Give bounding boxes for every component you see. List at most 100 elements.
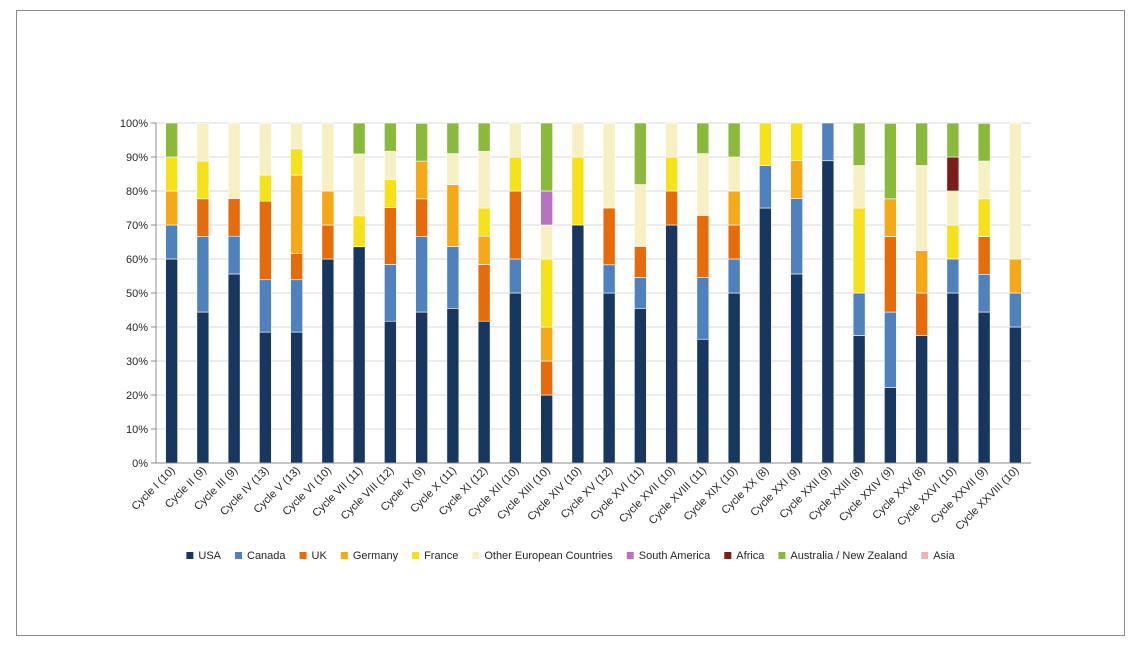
- bar-segment: [727, 258, 741, 294]
- bar-segment: [165, 224, 178, 260]
- bar-segment: [1009, 122, 1022, 260]
- bar-segment: [884, 387, 897, 464]
- bar-segment: [634, 277, 647, 309]
- legend-label: UK: [312, 550, 328, 562]
- bar-segment: [196, 160, 210, 200]
- bar-segment: [415, 311, 428, 464]
- bar-segment: [790, 198, 803, 275]
- bar-segment: [227, 122, 241, 199]
- legend-label: Australia / New Zealand: [790, 550, 907, 562]
- legend-swatch: [626, 552, 634, 559]
- bar-segment: [759, 207, 772, 464]
- bar-segment: [384, 264, 397, 322]
- chart-frame: 0% 10% 20% 30% 40% 50% 60% 70% 80% 90% 100% Cycle …: [16, 10, 1125, 636]
- bar-segment: [696, 215, 710, 278]
- legend-swatch: [235, 552, 243, 559]
- bar-segment: [165, 156, 178, 192]
- bar-segment: [1009, 292, 1022, 328]
- bar-segment: [165, 190, 178, 226]
- bar-segment: [165, 122, 178, 158]
- bar-segment: [540, 190, 553, 226]
- bar-segment: [852, 207, 866, 294]
- bar-segment: [571, 122, 585, 158]
- bar-segment: [727, 190, 741, 226]
- bar-segment: [946, 292, 960, 464]
- bar-segment: [290, 122, 303, 150]
- bar-segment: [852, 165, 866, 209]
- legend-item: Asia: [921, 550, 955, 562]
- bar-segment: [540, 258, 553, 328]
- bar-segment: [696, 153, 710, 216]
- bar-segment: [477, 264, 491, 322]
- bar-segment: [290, 174, 303, 254]
- bar-segment: [540, 360, 553, 396]
- legend-item: USA: [186, 550, 222, 562]
- legend-label: USA: [198, 550, 221, 562]
- bar-segment: [977, 311, 991, 464]
- bar-segment: [696, 122, 710, 154]
- bar-segment: [946, 156, 960, 192]
- bar-segment: [884, 311, 897, 388]
- bar-segment: [977, 123, 991, 162]
- bar-segment: [790, 122, 803, 162]
- legend-label: South America: [639, 550, 711, 562]
- bar-segment: [227, 273, 241, 464]
- y-tick-label: 10%: [126, 424, 148, 436]
- bar-segment: [977, 236, 991, 275]
- bar-segment: [790, 160, 803, 199]
- bar-segment: [1009, 258, 1022, 294]
- bars: [165, 122, 1022, 464]
- bar-segment: [540, 122, 553, 192]
- bar-segment: [290, 148, 303, 176]
- bar-segment: [540, 224, 553, 260]
- bar-segment: [602, 292, 616, 464]
- bar-segment: [477, 207, 491, 237]
- bar-segment: [634, 307, 647, 464]
- legend-item: Australia / New Zealand: [778, 550, 907, 562]
- bar-segment: [884, 198, 897, 237]
- bar-segment: [196, 123, 210, 162]
- legend-label: Other European Countries: [484, 550, 613, 562]
- bar-segment: [321, 258, 335, 464]
- bar-segment: [727, 156, 741, 192]
- bar-segment: [446, 184, 460, 247]
- bar-segment: [196, 198, 210, 237]
- legend-swatch: [472, 552, 480, 559]
- bar-segment: [352, 122, 366, 155]
- legend-swatch: [299, 552, 307, 559]
- bar-segment: [259, 279, 272, 333]
- bar-segment: [321, 122, 335, 192]
- y-tick-label: 0%: [132, 458, 148, 470]
- legend-item: Canada: [235, 550, 286, 562]
- bar-segment: [196, 236, 210, 313]
- bar-segment: [571, 156, 585, 226]
- x-axis-tick-labels: Cycle I (10)Cycle II (9)Cycle III (9)Cyc…: [129, 465, 1021, 533]
- bar-segment: [665, 156, 678, 192]
- bar-segment: [946, 224, 960, 260]
- y-tick-label: 90%: [126, 152, 148, 164]
- y-tick-label: 50%: [126, 288, 148, 300]
- bar-segment: [946, 190, 960, 226]
- bar-segment: [571, 224, 585, 464]
- legend-swatch: [340, 552, 348, 559]
- bar-segment: [446, 122, 460, 154]
- bar-segment: [384, 179, 397, 208]
- y-tick-label: 80%: [126, 186, 148, 198]
- bar-segment: [540, 394, 553, 464]
- bar-segment: [290, 279, 303, 333]
- bar-segment: [415, 123, 428, 162]
- bar-segment: [446, 246, 460, 309]
- bar-segment: [259, 331, 272, 464]
- bar-segment: [634, 184, 647, 247]
- bar-segment: [477, 122, 491, 152]
- bar-segment: [509, 292, 522, 464]
- y-tick-label: 40%: [126, 322, 148, 334]
- legend-label: Canada: [247, 550, 286, 562]
- bar-segment: [227, 235, 241, 275]
- bar-segment: [946, 258, 960, 294]
- bar-segment: [696, 277, 710, 340]
- axes: [155, 123, 1031, 464]
- legend-item: UK: [299, 550, 328, 562]
- bar-segment: [352, 246, 366, 464]
- bar-segment: [352, 153, 366, 217]
